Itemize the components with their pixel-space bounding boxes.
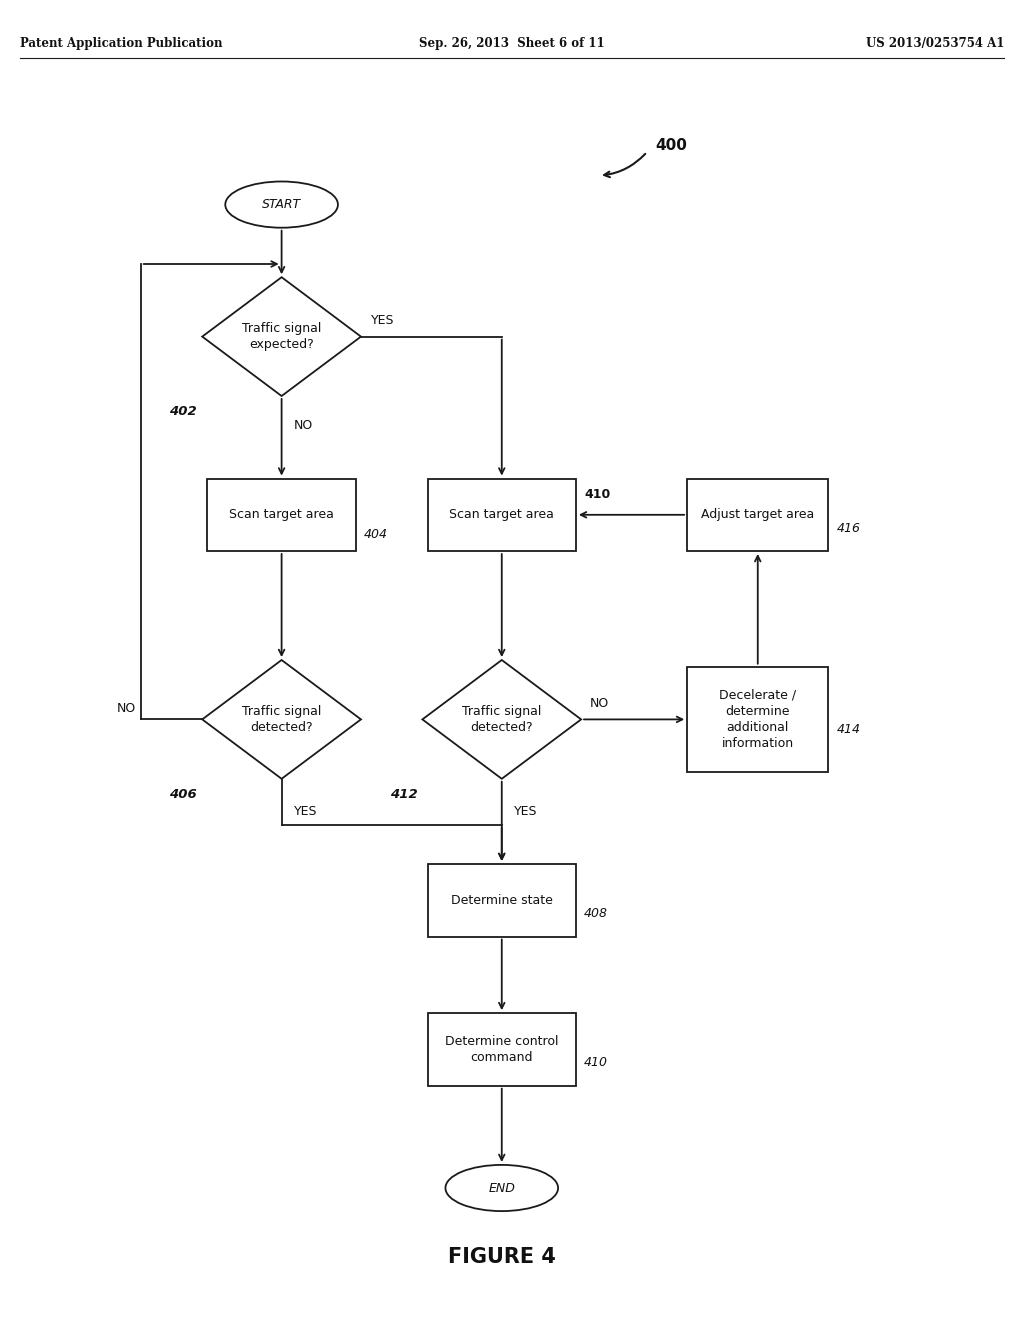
Bar xyxy=(428,1014,575,1085)
Text: 410: 410 xyxy=(584,1056,608,1069)
Text: 400: 400 xyxy=(655,137,687,153)
Text: Patent Application Publication: Patent Application Publication xyxy=(20,37,222,50)
Text: Scan target area: Scan target area xyxy=(229,508,334,521)
Bar xyxy=(687,479,828,552)
Ellipse shape xyxy=(445,1166,558,1212)
Text: END: END xyxy=(488,1181,515,1195)
Text: Traffic signal
detected?: Traffic signal detected? xyxy=(242,705,322,734)
Text: START: START xyxy=(262,198,301,211)
Text: Adjust target area: Adjust target area xyxy=(701,508,814,521)
Text: 406: 406 xyxy=(169,788,197,801)
Text: Determine state: Determine state xyxy=(451,894,553,907)
Text: 412: 412 xyxy=(389,788,418,801)
Text: 414: 414 xyxy=(837,723,860,737)
Text: Sep. 26, 2013  Sheet 6 of 11: Sep. 26, 2013 Sheet 6 of 11 xyxy=(419,37,605,50)
Bar xyxy=(687,667,828,772)
Text: Traffic signal
detected?: Traffic signal detected? xyxy=(462,705,542,734)
Text: 416: 416 xyxy=(837,521,860,535)
Bar xyxy=(207,479,356,552)
Text: 404: 404 xyxy=(365,528,388,541)
Text: 408: 408 xyxy=(584,907,608,920)
Text: FIGURE 4: FIGURE 4 xyxy=(447,1246,556,1267)
Text: YES: YES xyxy=(294,805,317,818)
Text: US 2013/0253754 A1: US 2013/0253754 A1 xyxy=(865,37,1004,50)
Polygon shape xyxy=(203,660,361,779)
Text: YES: YES xyxy=(514,805,538,818)
Text: YES: YES xyxy=(372,314,394,327)
Bar xyxy=(428,479,575,552)
Bar xyxy=(428,865,575,937)
Text: Scan target area: Scan target area xyxy=(450,508,554,521)
Text: NO: NO xyxy=(294,418,313,432)
Text: NO: NO xyxy=(117,702,135,715)
Ellipse shape xyxy=(225,181,338,227)
Text: Determine control
command: Determine control command xyxy=(445,1035,558,1064)
Text: Traffic signal
expected?: Traffic signal expected? xyxy=(242,322,322,351)
Polygon shape xyxy=(422,660,582,779)
Polygon shape xyxy=(203,277,361,396)
Text: NO: NO xyxy=(590,697,608,710)
Text: 402: 402 xyxy=(169,405,197,418)
Text: Decelerate /
determine
additional
information: Decelerate / determine additional inform… xyxy=(719,689,797,750)
Text: 410: 410 xyxy=(584,488,610,502)
